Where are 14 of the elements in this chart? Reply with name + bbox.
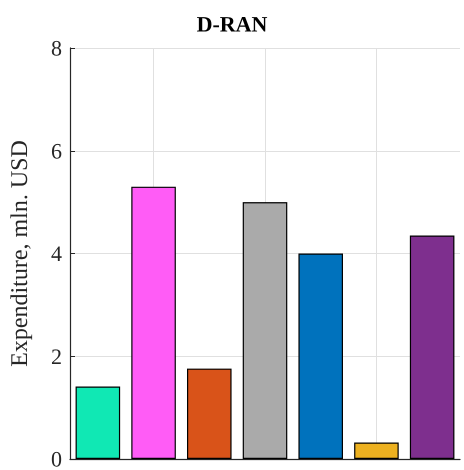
bar [187,368,232,459]
bar [410,236,454,459]
y-tick-label: 0 [51,446,62,470]
bar [298,254,343,459]
bar [354,442,399,459]
chart-title: D-RAN [196,12,268,36]
bar [131,186,176,459]
y-tick-label: 2 [51,344,62,369]
y-tick-label: 6 [51,138,62,164]
bar [242,202,288,459]
bar [76,386,120,459]
y-tick-label: 4 [51,241,62,266]
y-axis-title: Expenditure, mln. USD [7,140,33,367]
y-tick-label: 8 [51,36,62,60]
